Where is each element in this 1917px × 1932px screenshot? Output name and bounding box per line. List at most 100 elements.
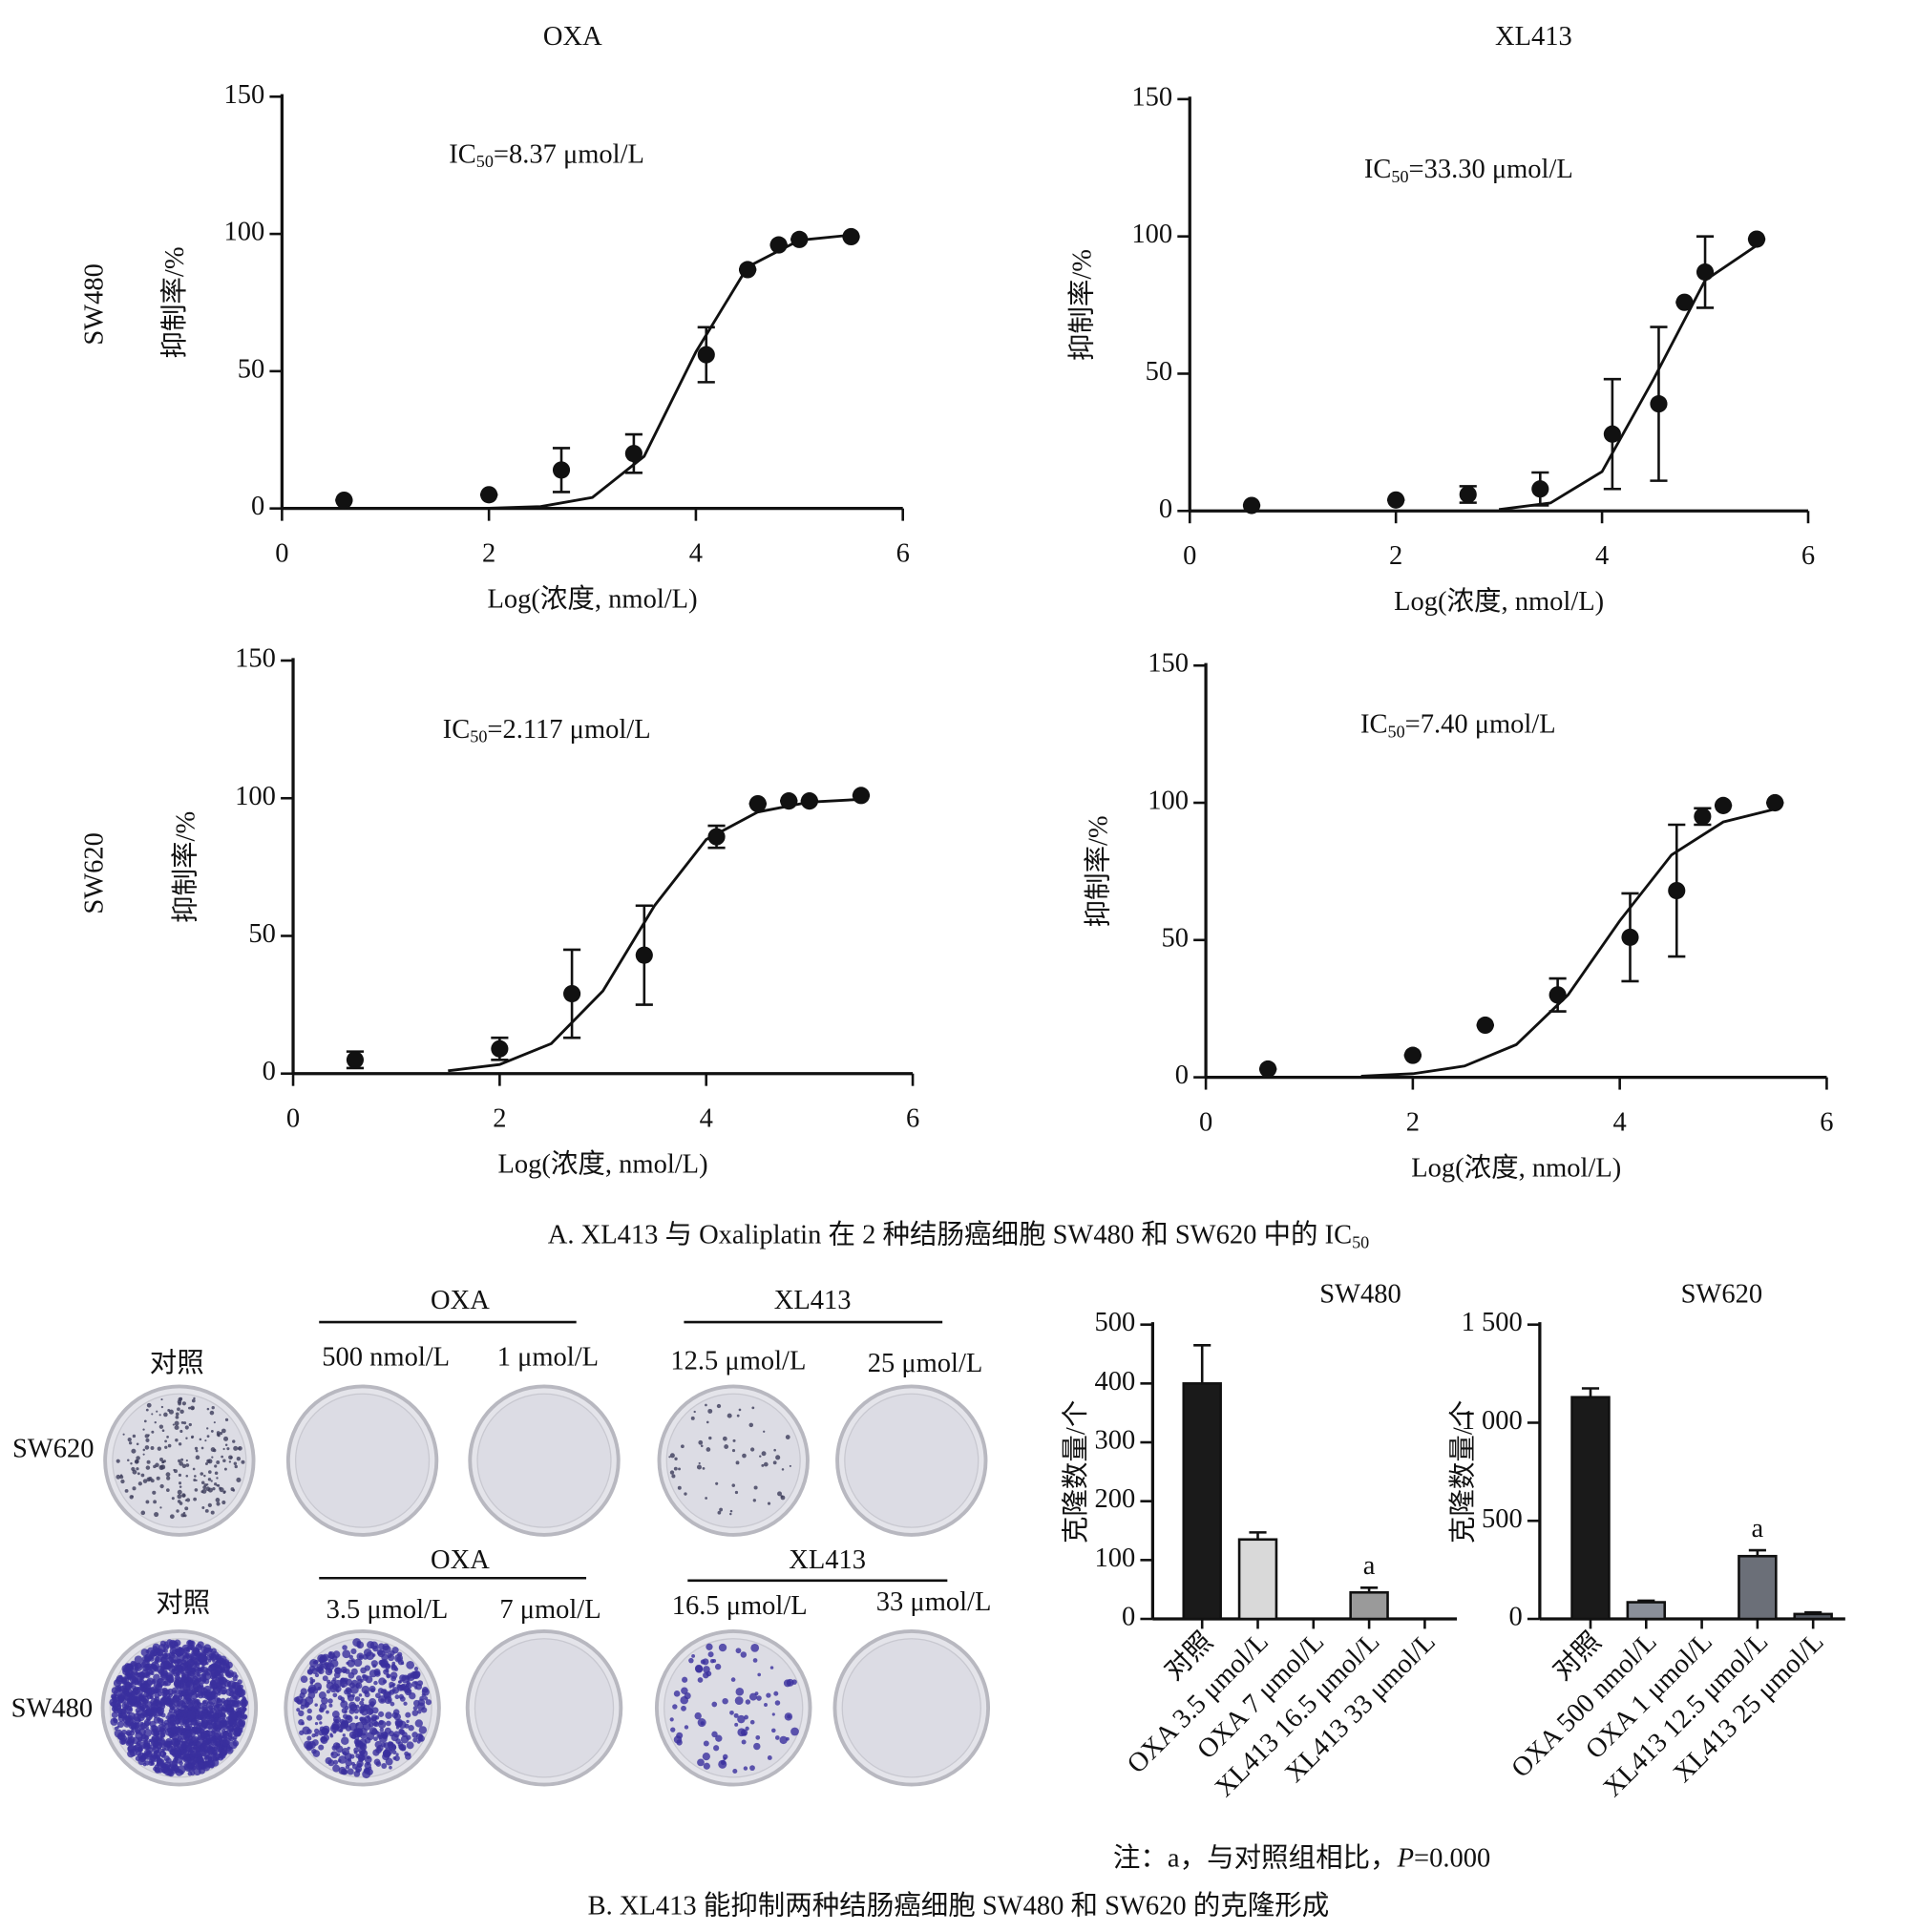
dish-inner	[474, 1638, 615, 1778]
ic50-annotation: IC50=8.37 μmol/L	[449, 139, 644, 171]
colony	[157, 1649, 163, 1657]
colony	[111, 1712, 118, 1718]
colony	[170, 1659, 175, 1664]
colony	[791, 1679, 797, 1685]
colony	[191, 1398, 196, 1403]
colony	[395, 1753, 399, 1756]
colony	[371, 1653, 376, 1657]
colony	[698, 1461, 701, 1465]
colony	[181, 1667, 185, 1671]
colony	[392, 1731, 400, 1738]
colony	[293, 1696, 300, 1703]
colony	[400, 1683, 408, 1690]
colony	[376, 1648, 384, 1656]
colony	[160, 1762, 167, 1769]
colony	[198, 1676, 207, 1685]
colony	[226, 1704, 231, 1709]
colony	[369, 1722, 374, 1728]
colony	[206, 1427, 209, 1430]
colony	[360, 1667, 367, 1674]
colony	[390, 1744, 397, 1751]
colony	[703, 1666, 710, 1673]
colony	[787, 1714, 791, 1719]
y-axis-label: 抑制率/%	[170, 811, 200, 923]
colony	[207, 1659, 212, 1663]
colony	[713, 1745, 720, 1752]
colony	[406, 1719, 410, 1724]
colony	[158, 1691, 163, 1697]
colony	[158, 1718, 164, 1725]
data-point	[552, 461, 571, 479]
colony	[737, 1728, 747, 1737]
colony	[177, 1647, 185, 1655]
colony	[236, 1477, 242, 1482]
colony	[146, 1708, 153, 1715]
colony	[216, 1502, 221, 1506]
significance-mark: a	[1363, 1551, 1376, 1581]
data-point	[635, 946, 653, 964]
colony	[153, 1464, 157, 1469]
colony	[378, 1719, 384, 1726]
colony	[185, 1498, 191, 1502]
colony	[195, 1710, 200, 1714]
colony	[201, 1506, 205, 1510]
colony	[405, 1712, 411, 1718]
colony	[390, 1649, 395, 1656]
data-point	[1459, 485, 1477, 504]
data-point	[346, 1051, 365, 1069]
colony	[298, 1710, 305, 1717]
colony	[723, 1756, 727, 1761]
colony	[763, 1430, 766, 1433]
colony	[752, 1499, 756, 1502]
colony	[719, 1507, 723, 1512]
ic50-subscript: 50	[1391, 167, 1408, 186]
ic50-subscript: 50	[1388, 723, 1405, 742]
colony	[736, 1414, 740, 1418]
colony	[319, 1721, 323, 1725]
colony	[359, 1700, 365, 1706]
colony	[705, 1497, 708, 1500]
colony	[177, 1716, 186, 1726]
colony	[163, 1740, 172, 1748]
colony	[206, 1739, 212, 1745]
colony	[200, 1490, 204, 1494]
colony	[123, 1681, 127, 1686]
colony	[184, 1499, 187, 1502]
colony	[337, 1695, 343, 1701]
colony	[404, 1723, 410, 1729]
colony	[110, 1717, 118, 1726]
colony	[195, 1449, 199, 1453]
colony	[309, 1676, 313, 1681]
colony	[218, 1754, 224, 1761]
caption-a-sub: 50	[1352, 1233, 1369, 1252]
colony	[344, 1710, 348, 1713]
colony	[174, 1420, 179, 1426]
colony	[769, 1666, 774, 1670]
colony	[383, 1690, 390, 1699]
colony	[306, 1714, 313, 1721]
colony	[158, 1424, 164, 1429]
colony	[210, 1430, 214, 1433]
dose-label: 16.5 μmol/L	[672, 1591, 808, 1621]
colony	[116, 1474, 121, 1480]
colony	[150, 1760, 154, 1764]
colony	[202, 1700, 207, 1705]
colony	[359, 1716, 364, 1722]
data-point	[1476, 1016, 1494, 1035]
colony	[145, 1408, 149, 1412]
colony	[116, 1693, 125, 1701]
colony	[702, 1467, 706, 1470]
colony	[234, 1464, 238, 1469]
colony	[132, 1688, 139, 1695]
colony	[216, 1682, 223, 1690]
colony	[734, 1490, 739, 1495]
colony	[705, 1403, 707, 1407]
colony	[326, 1710, 329, 1714]
colony	[414, 1719, 423, 1728]
fit-curve	[489, 233, 852, 510]
fit-curve	[1498, 243, 1758, 512]
row-label: SW480	[80, 263, 110, 346]
colony	[124, 1716, 130, 1722]
colony	[177, 1489, 182, 1495]
colony	[179, 1429, 183, 1434]
